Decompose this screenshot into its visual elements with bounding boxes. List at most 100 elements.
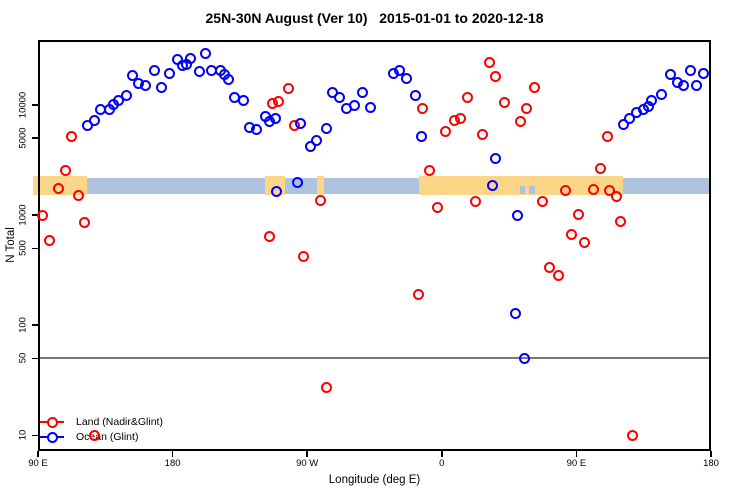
ocean-data-point xyxy=(415,131,427,143)
ocean-data-point xyxy=(685,65,697,77)
y-tick xyxy=(32,137,38,139)
land-data-point xyxy=(37,209,49,221)
legend-item-ocean-marker-icon xyxy=(46,431,58,443)
ocean-data-point xyxy=(304,140,316,152)
land-data-point xyxy=(417,102,429,114)
x-tick-label: 90 E xyxy=(566,458,587,469)
land-data-point xyxy=(499,97,511,109)
ocean-data-point xyxy=(140,80,152,92)
land-data-point xyxy=(560,184,572,196)
ocean-data-point xyxy=(691,79,703,91)
ocean-data-point xyxy=(320,122,332,134)
ocean-data-point xyxy=(185,52,197,64)
land-data-point xyxy=(484,56,496,68)
legend-item-ocean-label: Ocean (Glint) xyxy=(76,430,139,443)
chart-title: 25N-30N August (Ver 10) 2015-01-01 to 20… xyxy=(205,10,544,26)
ocean-data-point xyxy=(365,101,377,113)
ocean-data-point xyxy=(664,68,676,80)
land-data-point xyxy=(43,234,55,246)
ocean-data-point xyxy=(194,66,206,78)
land-data-point xyxy=(544,261,556,273)
land-data-point xyxy=(412,288,424,300)
ocean-data-point xyxy=(489,152,501,164)
x-tick-label: 90 E xyxy=(28,458,48,469)
x-tick xyxy=(171,451,174,457)
land-data-point xyxy=(264,230,276,242)
y-tick xyxy=(32,434,38,437)
ocean-data-point xyxy=(251,123,263,135)
ocean-data-point xyxy=(348,99,360,111)
ocean-data-point xyxy=(698,67,710,79)
land-data-point xyxy=(579,236,591,248)
land-data-point xyxy=(461,92,473,104)
ocean-data-point xyxy=(291,176,303,188)
ocean-data-point xyxy=(677,79,689,91)
map-band-segment-ocean xyxy=(323,177,420,194)
ocean-data-point xyxy=(121,90,133,102)
ocean-data-point xyxy=(646,94,658,106)
land-data-point xyxy=(476,128,488,140)
ocean-data-point xyxy=(401,72,413,84)
y-tick xyxy=(32,247,38,250)
land-data-point xyxy=(566,228,578,240)
ocean-data-point xyxy=(334,92,346,104)
land-data-point xyxy=(602,130,614,142)
ocean-data-point xyxy=(519,352,531,364)
ocean-data-point xyxy=(394,65,406,77)
ocean-data-point xyxy=(624,112,636,124)
x-tick xyxy=(575,451,578,457)
ocean-data-point xyxy=(237,94,249,106)
x-tick-label: 180 xyxy=(164,458,181,469)
land-data-point xyxy=(595,162,607,174)
map-band-segment-ocean xyxy=(622,177,711,194)
land-data-point xyxy=(529,82,541,94)
ocean-data-point xyxy=(89,114,101,126)
land-data-point xyxy=(573,208,585,220)
land-data-point xyxy=(604,185,616,197)
map-band-speck-ocean xyxy=(529,186,535,194)
land-data-point xyxy=(553,270,565,282)
y-tick xyxy=(32,214,38,216)
land-data-point xyxy=(298,250,310,262)
land-data-point xyxy=(59,164,71,176)
x-tick xyxy=(37,451,39,457)
legend-item-land-marker-icon xyxy=(46,416,58,428)
land-data-point xyxy=(78,216,90,228)
x-tick xyxy=(306,451,308,457)
x-tick-label: 90 W xyxy=(296,458,319,469)
land-data-point xyxy=(424,164,436,176)
ocean-data-point xyxy=(295,117,307,129)
land-data-point xyxy=(515,115,527,127)
ocean-data-point xyxy=(486,180,498,192)
ocean-data-point xyxy=(656,88,668,100)
map-band-segment-land xyxy=(316,176,324,195)
land-data-point xyxy=(587,183,599,195)
legend-item-land-label: Land (Nadir&Glint) xyxy=(76,415,163,428)
land-data-point xyxy=(626,429,638,441)
ocean-data-point xyxy=(269,112,281,124)
ocean-data-point xyxy=(156,82,168,94)
land-data-point xyxy=(66,130,78,142)
land-data-point xyxy=(73,189,85,201)
x-tick xyxy=(710,451,712,457)
map-band-segment-ocean xyxy=(87,177,266,194)
ocean-data-point xyxy=(511,209,523,221)
ocean-data-point xyxy=(410,90,422,102)
land-data-point xyxy=(454,112,466,124)
ocean-data-point xyxy=(618,118,630,130)
ocean-data-point xyxy=(310,134,322,146)
land-data-point xyxy=(283,83,295,95)
land-data-point xyxy=(521,102,533,114)
ocean-data-point xyxy=(163,67,175,79)
reference-line-50 xyxy=(38,357,711,360)
x-tick-label: 0 xyxy=(439,458,445,469)
land-data-point xyxy=(89,429,101,441)
ocean-data-point xyxy=(357,87,369,99)
land-data-point xyxy=(52,182,64,194)
ocean-data-point xyxy=(510,307,522,319)
land-data-point xyxy=(536,196,548,208)
map-band-segment-land xyxy=(419,176,623,195)
land-data-point xyxy=(490,71,502,83)
land-data-point xyxy=(314,194,326,206)
